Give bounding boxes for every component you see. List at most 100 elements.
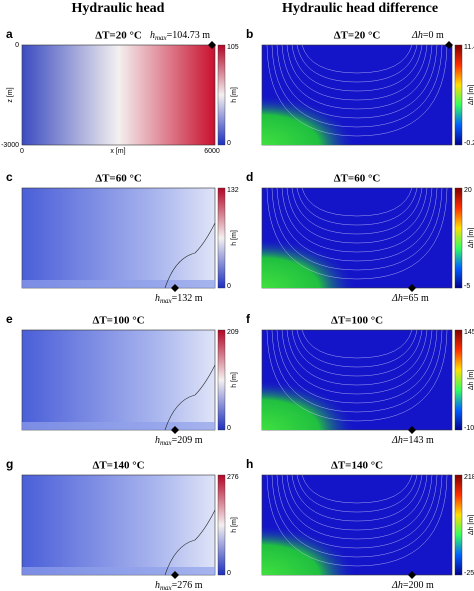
axis-tick-label: -3000 — [1, 142, 19, 149]
panel-title: ΔT=20 °C — [95, 30, 142, 42]
colorbar-tick-label: 145 — [464, 329, 474, 336]
panel-label: b — [246, 27, 253, 41]
colorbar-label: h [m] — [231, 230, 238, 246]
max-marker — [171, 284, 179, 292]
streamline — [291, 329, 423, 377]
max-marker — [408, 571, 416, 579]
panel-label: e — [6, 312, 13, 326]
colorbar-tick-label: 20 — [464, 187, 472, 194]
annotation-text: =200 m — [403, 580, 434, 591]
streamline — [291, 187, 423, 235]
heatmap-band — [22, 567, 215, 575]
streamline — [286, 187, 428, 244]
heatmap-patch — [262, 45, 452, 145]
annotation: Δh=0 m — [411, 30, 444, 41]
contour — [164, 364, 216, 431]
heatmap — [21, 474, 216, 576]
streamline — [301, 474, 413, 504]
colorbar-tick-label: -25 — [464, 570, 474, 577]
colorbar-tick-label: 0 — [227, 425, 231, 432]
heatmap-band — [22, 280, 215, 288]
max-marker — [445, 41, 453, 49]
streamline — [266, 44, 448, 137]
annotation-text: =132 m — [172, 293, 203, 304]
colorbar-label: Δh [m] — [468, 85, 474, 105]
max-marker — [171, 571, 179, 579]
streamline — [301, 329, 413, 359]
annotation-text: =0 m — [423, 30, 444, 41]
colorbar-tick-label: 132 — [227, 187, 239, 194]
axis-tick-label: 0 — [15, 42, 19, 49]
panel-label: f — [246, 312, 251, 326]
streamline — [296, 329, 418, 368]
annotation-symbol: h — [155, 293, 160, 304]
streamline — [301, 187, 413, 217]
panel-title: ΔT=140 °C — [92, 460, 144, 472]
colorbar-label: h [m] — [231, 517, 238, 533]
streamline — [296, 474, 418, 513]
streamline — [271, 329, 443, 413]
colorbar-tick-label: 218 — [464, 474, 474, 481]
streamline — [291, 44, 423, 92]
colorbar-label: h [m] — [231, 372, 238, 388]
streamline — [276, 474, 438, 549]
panel-title: ΔT=20 °C — [334, 30, 381, 42]
colorbar-tick-label: 0 — [227, 283, 231, 290]
panel-label: g — [6, 457, 13, 471]
colorbar-tick-label: 11.4 — [464, 44, 474, 51]
streamline — [276, 187, 438, 262]
annotation: hmax=209 m — [155, 435, 203, 446]
column-header: Hydraulic head — [72, 1, 165, 16]
colorbar — [217, 329, 226, 431]
axis-label: z [m] — [7, 87, 14, 102]
annotation-symbol: Δh — [391, 580, 403, 591]
max-marker — [208, 41, 216, 49]
annotation: hmax=276 m — [155, 580, 203, 591]
heatmap-band — [22, 422, 215, 430]
annotation-subscript: max — [160, 439, 173, 447]
annotation-text: =209 m — [172, 435, 203, 446]
colorbar-tick-label: -10 — [464, 425, 474, 432]
annotation-symbol: h — [155, 580, 160, 591]
annotation-subscript: max — [155, 34, 168, 42]
annotation-symbol: Δh — [411, 30, 423, 41]
streamline — [266, 474, 448, 567]
streamline — [276, 329, 438, 404]
annotation-subscript: max — [160, 584, 173, 591]
colorbar — [454, 474, 463, 576]
colorbar-label: Δh [m] — [468, 228, 474, 248]
colorbar — [454, 187, 463, 289]
colorbar-label: h [m] — [231, 87, 238, 103]
panel-title: ΔT=60 °C — [334, 173, 381, 185]
streamline — [281, 44, 433, 110]
streamline — [301, 44, 413, 74]
contour — [164, 509, 216, 576]
axis-tick-label: 0 — [20, 148, 24, 155]
panel-label: a — [6, 27, 13, 41]
panel-label: c — [6, 170, 13, 184]
colorbar — [217, 44, 226, 146]
colorbar — [217, 187, 226, 289]
annotation-subscript: max — [160, 297, 173, 305]
streamline — [271, 474, 443, 558]
colorbar-label: Δh [m] — [468, 515, 474, 535]
panel-title: ΔT=100 °C — [92, 315, 144, 327]
annotation-text: =276 m — [172, 580, 203, 591]
annotation: Δh=65 m — [391, 293, 429, 304]
annotation: hmax=132 m — [155, 293, 203, 304]
streamline — [296, 187, 418, 226]
max-marker — [408, 426, 416, 434]
heatmap — [21, 187, 216, 289]
panel-title: ΔT=60 °C — [95, 173, 142, 185]
panel-label: d — [246, 170, 253, 184]
streamline — [281, 187, 433, 253]
column-header: Hydraulic head difference — [282, 1, 438, 16]
heatmap-patch — [262, 475, 452, 575]
streamline — [271, 187, 443, 271]
streamline — [276, 44, 438, 119]
max-marker — [171, 426, 179, 434]
colorbar-tick-label: 276 — [227, 474, 239, 481]
panel-title: ΔT=100 °C — [331, 315, 383, 327]
streamline — [286, 329, 428, 386]
heatmap-patch — [262, 188, 452, 288]
